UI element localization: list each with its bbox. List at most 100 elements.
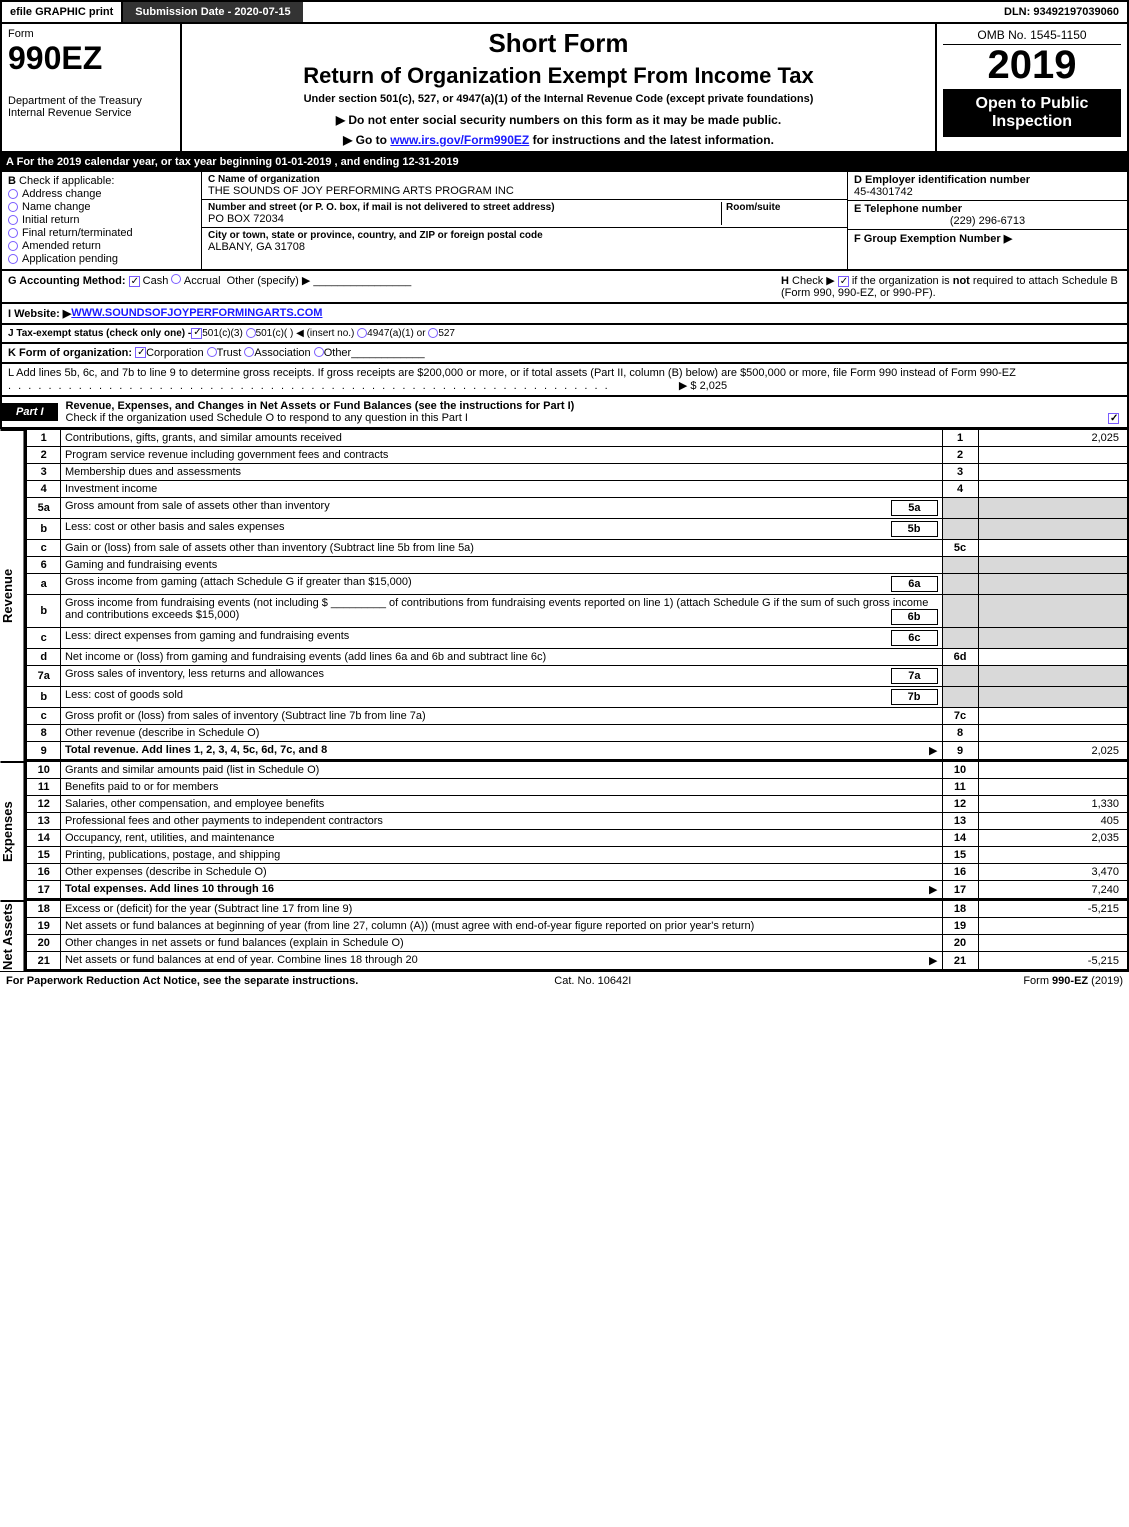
opt-trust: Trust: [217, 347, 242, 359]
line-10: 10Grants and similar amounts paid (list …: [26, 762, 1128, 779]
h-label: H: [781, 275, 789, 287]
checkbox-501c[interactable]: [246, 328, 256, 338]
checkbox-corporation[interactable]: [135, 347, 146, 358]
opt-other-org: Other: [324, 347, 352, 359]
opt-other: Other (specify) ▶: [227, 275, 311, 287]
opt-501c: 501(c)( ) ◀ (insert no.): [256, 328, 355, 339]
part-i-checknote: Check if the organization used Schedule …: [66, 412, 468, 424]
goto-post: for instructions and the latest informat…: [529, 133, 774, 147]
section-a-taxyear: A For the 2019 calendar year, or tax yea…: [0, 153, 1129, 172]
l-dots: [8, 380, 676, 392]
accounting-method-label: G Accounting Method:: [8, 275, 126, 287]
page-footer: For Paperwork Reduction Act Notice, see …: [0, 971, 1129, 990]
line-16: 16Other expenses (describe in Schedule O…: [26, 864, 1128, 881]
section-def: D Employer identification number 45-4301…: [847, 172, 1127, 269]
ssn-warning: ▶ Do not enter social security numbers o…: [190, 113, 927, 127]
line-2: 2Program service revenue including gover…: [26, 447, 1128, 464]
checkbox-application-pending[interactable]: [8, 254, 18, 264]
part-i-desc: Revenue, Expenses, and Changes in Net As…: [58, 397, 1127, 427]
city-value: ALBANY, GA 31708: [208, 241, 841, 253]
line-1: 1Contributions, gifts, grants, and simil…: [26, 430, 1128, 447]
checkbox-address-change[interactable]: [8, 189, 18, 199]
checkbox-amended-return[interactable]: [8, 241, 18, 251]
form-header: Form 990EZ Department of the Treasury In…: [0, 24, 1129, 153]
h-text2: if the organization is: [852, 275, 953, 287]
part-i-bar: Part I Revenue, Expenses, and Changes in…: [0, 397, 1129, 429]
checkbox-accrual[interactable]: [171, 274, 181, 284]
revenue-table: 1Contributions, gifts, grants, and simil…: [25, 429, 1129, 761]
line-6c: cLess: direct expenses from gaming and f…: [26, 628, 1128, 649]
checkbox-initial-return[interactable]: [8, 215, 18, 225]
checkbox-name-change[interactable]: [8, 202, 18, 212]
checkbox-final-return[interactable]: [8, 228, 18, 238]
opt-527: 527: [438, 328, 455, 339]
opt-amended-return: Amended return: [22, 240, 101, 252]
checkbox-other-org[interactable]: [314, 347, 324, 357]
j-label: J Tax-exempt status (check only one) -: [8, 328, 191, 339]
tax-year: 2019: [943, 45, 1121, 85]
website-link[interactable]: WWW.SOUNDSOFJOYPERFORMINGARTS.COM: [71, 307, 322, 320]
org-info-block: B Check if applicable: Address change Na…: [0, 172, 1129, 271]
form-footer: Form 990-EZ (2019): [1023, 975, 1123, 987]
checkbox-501c3[interactable]: [191, 328, 202, 339]
h-not: not: [953, 275, 970, 287]
street-value: PO BOX 72034: [208, 213, 721, 225]
opt-assoc: Association: [254, 347, 310, 359]
checkbox-schedule-o[interactable]: [1108, 413, 1119, 424]
revenue-section: Revenue 1Contributions, gifts, grants, a…: [0, 429, 1129, 761]
open-public-inspection: Open to Public Inspection: [943, 89, 1121, 137]
checkbox-schedule-b[interactable]: [838, 276, 849, 287]
dept-treasury: Department of the Treasury: [8, 95, 174, 107]
k-label: K Form of organization:: [8, 347, 132, 359]
irs-link[interactable]: www.irs.gov/Form990EZ: [390, 133, 529, 147]
checkbox-4947[interactable]: [357, 328, 367, 338]
header-left: Form 990EZ Department of the Treasury In…: [2, 24, 182, 151]
checkbox-trust[interactable]: [207, 347, 217, 357]
checkbox-association[interactable]: [244, 347, 254, 357]
line-5b: bLess: cost or other basis and sales exp…: [26, 519, 1128, 540]
line-3: 3Membership dues and assessments3: [26, 464, 1128, 481]
opt-accrual: Accrual: [184, 275, 221, 287]
tel-value: (229) 296-6713: [854, 215, 1121, 227]
checkbox-527[interactable]: [428, 328, 438, 338]
return-title: Return of Organization Exempt From Incom…: [190, 63, 927, 89]
net-assets-section: Net Assets 18Excess or (deficit) for the…: [0, 900, 1129, 971]
under-section: Under section 501(c), 527, or 4947(a)(1)…: [190, 93, 927, 105]
line-6a: aGross income from gaming (attach Schedu…: [26, 574, 1128, 595]
line-17: 17Total expenses. Add lines 10 through 1…: [26, 881, 1128, 900]
org-name: THE SOUNDS OF JOY PERFORMING ARTS PROGRA…: [208, 185, 841, 197]
city-label: City or town, state or province, country…: [208, 230, 835, 241]
line-20: 20Other changes in net assets or fund ba…: [26, 935, 1128, 952]
top-bar: efile GRAPHIC print Submission Date - 20…: [0, 0, 1129, 24]
net-assets-table: 18Excess or (deficit) for the year (Subt…: [25, 900, 1129, 971]
opt-4947: 4947(a)(1) or: [367, 328, 425, 339]
dln-number: DLN: 93492197039060: [996, 2, 1127, 22]
part-i-title: Revenue, Expenses, and Changes in Net As…: [66, 400, 412, 412]
line-19: 19Net assets or fund balances at beginni…: [26, 918, 1128, 935]
line-12: 12Salaries, other compensation, and empl…: [26, 796, 1128, 813]
room-label: Room/suite: [726, 202, 835, 213]
expenses-section: Expenses 10Grants and similar amounts pa…: [0, 761, 1129, 900]
group-exemption-label: F Group Exemption Number ▶: [854, 232, 1121, 245]
checkbox-cash[interactable]: [129, 276, 140, 287]
line-5c: cGain or (loss) from sale of assets othe…: [26, 540, 1128, 557]
org-name-label: C Name of organization: [208, 174, 835, 185]
ein-label: D Employer identification number: [854, 174, 1121, 186]
side-net-assets: Net Assets: [0, 900, 25, 971]
section-a-text: For the 2019 calendar year, or tax year …: [17, 156, 459, 168]
line-7a: 7aGross sales of inventory, less returns…: [26, 666, 1128, 687]
submission-date: Submission Date - 2020-07-15: [123, 2, 302, 22]
opt-initial-return: Initial return: [22, 214, 79, 226]
line-21: 21Net assets or fund balances at end of …: [26, 952, 1128, 971]
expenses-table: 10Grants and similar amounts paid (list …: [25, 761, 1129, 900]
line-4: 4Investment income4: [26, 481, 1128, 498]
line-13: 13Professional fees and other payments t…: [26, 813, 1128, 830]
ein-value: 45-4301742: [854, 186, 1121, 198]
side-expenses: Expenses: [0, 761, 25, 900]
cat-number: Cat. No. 10642I: [554, 975, 631, 987]
part-i-hint: (see the instructions for Part I): [412, 400, 575, 412]
form-number: 990EZ: [8, 40, 174, 77]
opt-corp: Corporation: [146, 347, 203, 359]
goto-pre: ▶ Go to: [343, 133, 390, 147]
efile-print-button[interactable]: efile GRAPHIC print: [2, 2, 123, 22]
